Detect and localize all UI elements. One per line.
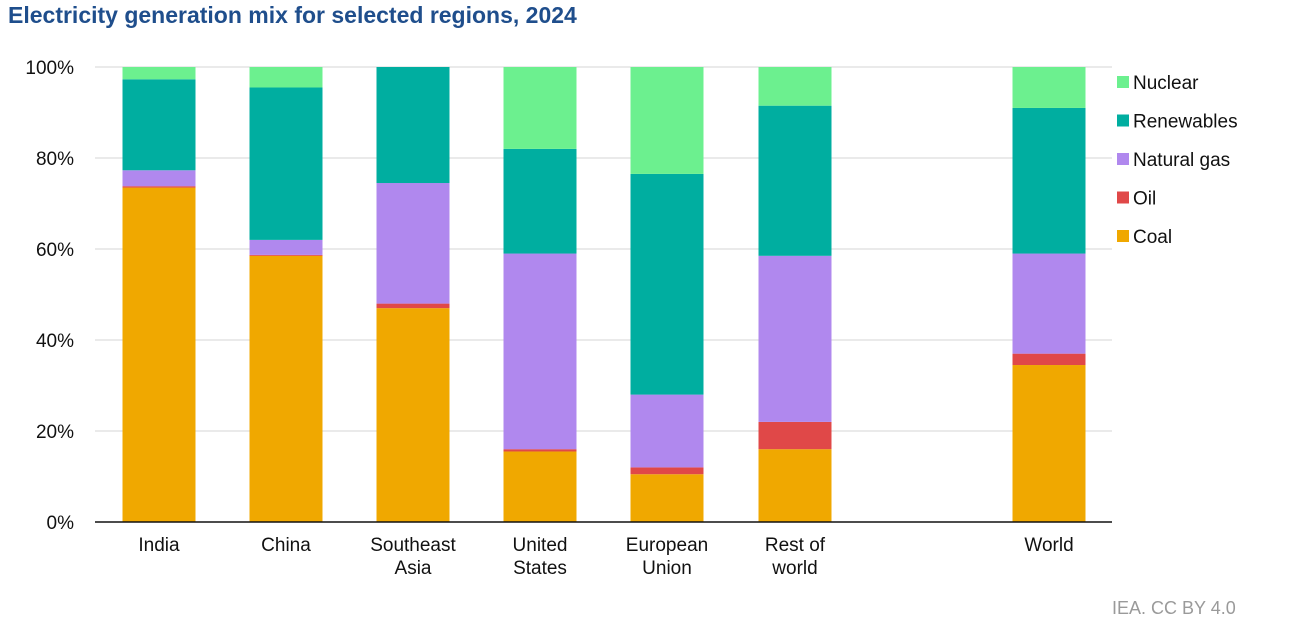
legend-swatch-oil xyxy=(1117,191,1129,204)
bar-segment-oil xyxy=(122,186,196,188)
bar-segment-nuclear xyxy=(758,67,832,106)
bar-segment-renewables xyxy=(758,105,832,256)
x-tick-label: World xyxy=(1024,535,1073,556)
bar-segment-oil xyxy=(376,303,450,309)
legend-swatch-coal xyxy=(1117,230,1129,242)
legend-label-nuclear: Nuclear xyxy=(1133,73,1199,94)
x-tick-label: India xyxy=(138,535,180,556)
bar-segment-coal xyxy=(630,474,704,522)
bar-segment-renewables xyxy=(630,173,704,395)
gridlines xyxy=(95,66,1112,432)
bar-segment-natural-gas xyxy=(249,239,323,255)
bar-segment-renewables xyxy=(376,67,450,184)
y-tick-label: 40% xyxy=(36,331,74,352)
x-tick-label: China xyxy=(261,535,311,556)
bar-segment-coal xyxy=(503,451,577,522)
y-tick-label: 60% xyxy=(36,240,74,261)
legend-label-natural-gas: Natural gas xyxy=(1133,150,1230,171)
bar-segment-renewables xyxy=(1012,107,1086,254)
bar-segment-natural-gas xyxy=(503,253,577,450)
bar-segment-oil xyxy=(630,467,704,475)
bar-segment-natural-gas xyxy=(122,170,196,187)
x-tick-label: Rest of world xyxy=(765,535,826,579)
bar-segment-coal xyxy=(1012,365,1086,522)
x-tick-label: United States xyxy=(513,535,568,579)
y-tick-label: 100% xyxy=(25,58,74,79)
legend-swatch-natural-gas xyxy=(1117,153,1129,165)
bar-segment-natural-gas xyxy=(758,255,832,422)
bar-segment-nuclear xyxy=(1012,67,1086,108)
legend-label-renewables: Renewables xyxy=(1133,112,1238,133)
bar-segment-renewables xyxy=(249,87,323,240)
legend-swatch-renewables xyxy=(1117,114,1129,127)
bar-segment-coal xyxy=(122,187,196,522)
bar-segment-coal xyxy=(758,449,832,522)
bar-segment-natural-gas xyxy=(1012,253,1086,354)
bar-segment-oil xyxy=(503,449,577,452)
source-credit: IEA. CC BY 4.0 xyxy=(1112,598,1236,618)
legend-swatch-nuclear xyxy=(1117,76,1129,88)
bar-segment-nuclear xyxy=(249,67,323,88)
bars xyxy=(122,67,1086,522)
legend-label-coal: Coal xyxy=(1133,227,1172,248)
bar-segment-natural-gas xyxy=(376,183,450,304)
bar-segment-nuclear xyxy=(503,67,577,149)
x-tick-label: European Union xyxy=(626,535,708,579)
legend-label-oil: Oil xyxy=(1133,189,1156,210)
bar-segment-oil xyxy=(758,421,832,450)
bar-segment-natural-gas xyxy=(630,394,704,468)
bar-segment-renewables xyxy=(503,148,577,254)
axes: 0% 20% 40% 60% 80% 100% India China Southeast Asi… xyxy=(25,58,1112,579)
bar-segment-oil xyxy=(1012,353,1086,366)
bar-segment-coal xyxy=(249,255,323,522)
legend: Nuclear Renewables Natural gas Oil Coal xyxy=(1117,73,1238,248)
bar-segment-oil xyxy=(249,254,323,256)
bar-segment-renewables xyxy=(122,79,196,171)
y-tick-label: 0% xyxy=(47,513,75,534)
bar-segment-coal xyxy=(376,308,450,522)
y-tick-label: 80% xyxy=(36,149,74,170)
bar-segment-nuclear xyxy=(122,67,196,80)
chart-title: Electricity generation mix for selected … xyxy=(8,2,577,28)
x-tick-label: Southeast Asia xyxy=(370,535,456,579)
bar-segment-nuclear xyxy=(630,67,704,174)
y-tick-label: 20% xyxy=(36,422,74,443)
